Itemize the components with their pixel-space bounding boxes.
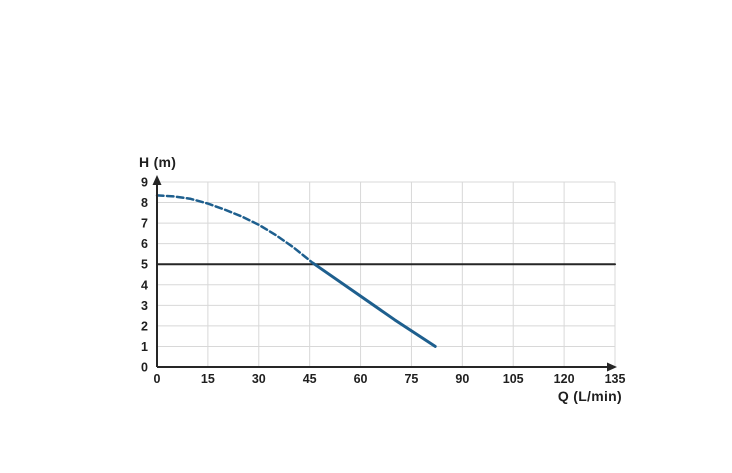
y-tick-label: 1: [141, 340, 148, 354]
y-tick-label: 2: [141, 319, 148, 333]
pump-curve-solid-segment: [311, 261, 437, 348]
y-axis-arrowhead: [152, 175, 162, 185]
x-tick-label: 0: [154, 372, 161, 386]
y-tick-label: 0: [141, 361, 148, 375]
y-tick-label: 8: [141, 196, 148, 210]
x-tick-label: 135: [605, 372, 626, 386]
y-tick-label: 9: [141, 176, 148, 190]
data-series: [155, 194, 616, 348]
x-tick-label: 30: [252, 372, 266, 386]
x-tick-label: 45: [303, 372, 317, 386]
pump-curve-dashed-segment: [155, 194, 315, 265]
x-tick-label: 60: [354, 372, 368, 386]
y-tick-label: 5: [141, 258, 148, 272]
x-axis-arrowhead: [607, 362, 617, 372]
y-tick-label: 6: [141, 237, 148, 251]
x-tick-label: 120: [554, 372, 575, 386]
x-tick-label: 105: [503, 372, 524, 386]
x-tick-label: 90: [455, 372, 469, 386]
y-tick-label: 7: [141, 217, 148, 231]
x-tick-label: 75: [404, 372, 418, 386]
y-tick-label: 4: [141, 278, 148, 292]
y-tick-label: 3: [141, 299, 148, 313]
axes: [152, 175, 617, 372]
x-tick-label: 15: [201, 372, 215, 386]
x-axis-title: Q (L/min): [557, 388, 622, 404]
y-axis-title: H (m): [139, 154, 177, 170]
